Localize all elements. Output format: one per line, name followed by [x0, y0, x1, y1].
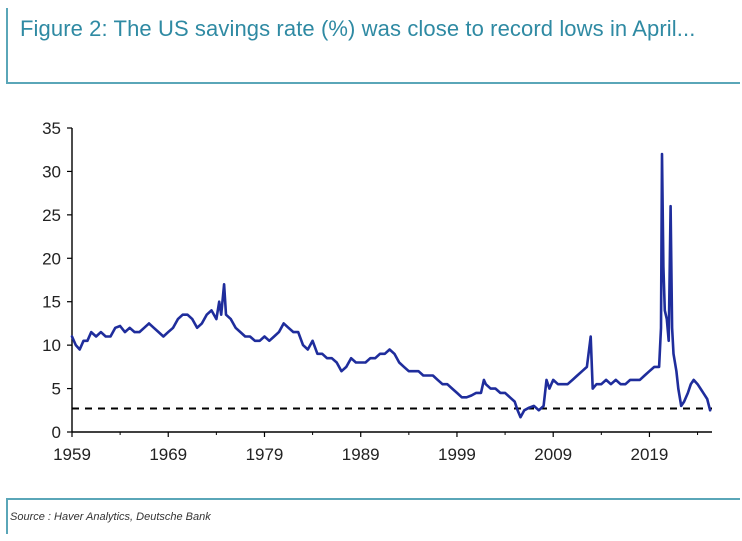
y-tick-label: 30	[42, 162, 61, 181]
x-tick-label: 1999	[438, 445, 476, 464]
y-tick-label: 20	[42, 249, 61, 268]
chart-area: 0 5 10 15 20 25 30 35 1959 1969 1979 1989 1999 2009 20…	[0, 100, 742, 490]
x-tick-label: 2009	[534, 445, 572, 464]
y-tick-label: 10	[42, 336, 61, 355]
x-tick-label: 2019	[631, 445, 669, 464]
x-tick-label: 1979	[246, 445, 284, 464]
y-tick-label: 25	[42, 206, 61, 225]
figure-title: Figure 2: The US savings rate (%) was cl…	[20, 16, 696, 41]
source-bar: Source : Haver Analytics, Deutsche Bank	[6, 498, 740, 534]
savings-rate-chart: 0 5 10 15 20 25 30 35 1959 1969 1979 1989 1999 2009 20…	[42, 119, 712, 464]
x-tick-label: 1959	[53, 445, 91, 464]
y-tick-label: 15	[42, 293, 61, 312]
x-tick-label: 1969	[149, 445, 187, 464]
y-tick-label: 0	[52, 423, 61, 442]
y-tick-label: 35	[42, 119, 61, 138]
x-tick-label: 1989	[342, 445, 380, 464]
title-bar: Figure 2: The US savings rate (%) was cl…	[6, 8, 740, 84]
y-tick-label: 5	[52, 380, 61, 399]
source-note: Source : Haver Analytics, Deutsche Bank	[10, 511, 211, 523]
series-line-savings-rate	[70, 152, 712, 419]
